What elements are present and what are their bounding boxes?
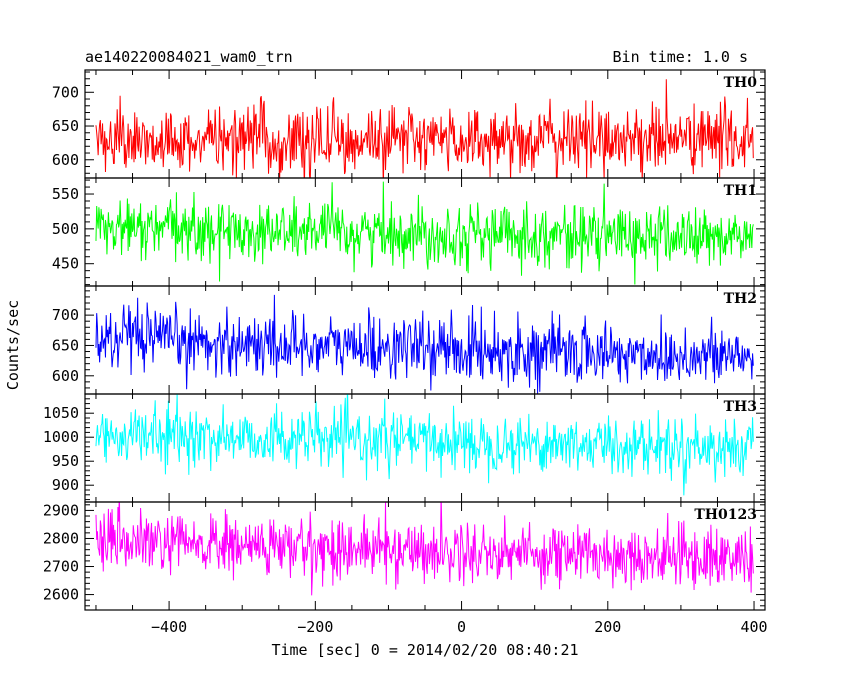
- y-tick-label: 700: [52, 83, 79, 101]
- y-tick-label: 650: [52, 336, 79, 354]
- y-tick-label: 2800: [43, 529, 79, 547]
- panel-th0123: 2600 2700 2800 2900 TH0123: [43, 501, 766, 611]
- series-line-th3: [95, 394, 754, 496]
- y-tick-label: 450: [52, 255, 79, 273]
- y-tick-label: 550: [52, 185, 79, 203]
- series-line-th2: [95, 294, 754, 394]
- y-tick-label: 500: [52, 220, 79, 238]
- x-axis-label: Time [sec] 0 = 2014/02/20 08:40:21: [271, 641, 578, 659]
- panel-th2: 600 650 700 TH2: [52, 285, 766, 395]
- chart-title: ae140220084021_wam0_trn: [85, 48, 293, 66]
- panel-label-th0: TH0: [724, 75, 758, 91]
- bin-time-label: Bin time: 1.0 s: [613, 48, 748, 66]
- panel-label-th0123: TH0123: [694, 507, 757, 523]
- panel-label-th2: TH2: [724, 291, 757, 307]
- series-line-th0123: [95, 502, 754, 596]
- x-tick-label: 400: [740, 618, 767, 636]
- x-tick-label: 0: [457, 618, 466, 636]
- y-tick-label: 600: [52, 367, 79, 385]
- x-tick-label: −200: [297, 618, 333, 636]
- series-line-th0: [95, 79, 754, 178]
- panel-th0: 600 650 700 TH0: [52, 69, 766, 179]
- x-tick-label: −400: [151, 618, 187, 636]
- panel-th1: 450 500 550 TH1: [52, 177, 766, 287]
- y-tick-label: 1000: [43, 428, 79, 446]
- y-axis-label: Counts/sec: [4, 300, 22, 390]
- panel-label-th1: TH1: [724, 183, 757, 199]
- y-tick-label: 700: [52, 306, 79, 324]
- y-tick-label: 2700: [43, 558, 79, 576]
- y-tick-label: 600: [52, 151, 79, 169]
- x-tick-label: 200: [594, 618, 621, 636]
- panel-label-th3: TH3: [724, 399, 757, 415]
- series-line-th1: [95, 181, 754, 285]
- panel-th3: 900 950 1000 1050 TH3: [43, 393, 766, 503]
- y-tick-label: 650: [52, 117, 79, 135]
- y-tick-label: 2900: [43, 501, 79, 519]
- y-tick-label: 2600: [43, 586, 79, 604]
- y-tick-label: 950: [52, 452, 79, 470]
- y-tick-label: 1050: [43, 404, 79, 422]
- y-tick-label: 900: [52, 476, 79, 494]
